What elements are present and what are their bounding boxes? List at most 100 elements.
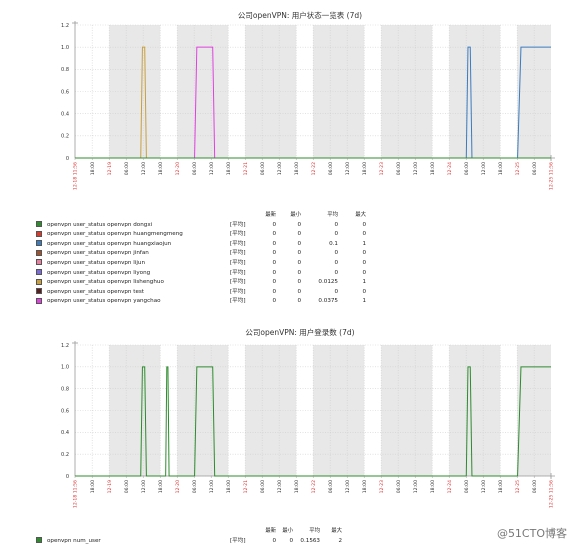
legend-avg: 0 bbox=[334, 259, 338, 266]
x-tick-label: 12:00 bbox=[277, 162, 283, 175]
legend-min: 0 bbox=[297, 250, 301, 257]
legend-row: openvpn user_status openvpn lijun [平均] 0 0 0… bbox=[36, 259, 366, 269]
legend-max: 1 bbox=[362, 240, 366, 247]
legend-avg: 0.1563 bbox=[300, 537, 320, 544]
plot-area: 0 0.2 0.4 0.6 0.8 1.0 1.2 12-18 11:56 18:00 12-19… bbox=[61, 341, 555, 508]
legend-series-name: openvpn user_status openvpn lijun bbox=[47, 259, 146, 266]
x-tick-label: 06:00 bbox=[532, 162, 538, 175]
x-tick-label: 12:00 bbox=[345, 162, 351, 175]
legend-row: openvpn user_status openvpn jinfan [平均] 0 0… bbox=[36, 249, 366, 259]
x-tick-label: 12-24 bbox=[447, 480, 453, 493]
legend-row: openvpn user_status openvpn test [平均] 0 0 0 0 bbox=[36, 288, 366, 298]
x-tick-label: 06:00 bbox=[192, 162, 198, 175]
x-tick-label: 12:00 bbox=[481, 162, 487, 175]
x-tick-label: 18:00 bbox=[294, 480, 300, 493]
legend-avg: 0.1 bbox=[329, 240, 338, 247]
y-tick-label: 0.2 bbox=[61, 134, 69, 140]
legend-swatch bbox=[36, 278, 42, 285]
legend-swatch bbox=[36, 221, 42, 228]
legend-avg: 0.0125 bbox=[318, 279, 338, 286]
legend-series-name: openvpn user_status openvpn lishenghuo bbox=[47, 279, 164, 286]
x-tick-label: 12-23 bbox=[379, 162, 385, 175]
legend-min: 0 bbox=[297, 288, 301, 295]
x-tick-label: 06:00 bbox=[124, 162, 130, 175]
x-tick-label: 12:00 bbox=[345, 480, 351, 493]
x-tick-label: 06:00 bbox=[260, 162, 266, 175]
x-tick-label: 06:00 bbox=[260, 480, 266, 493]
y-tick-label: 0.4 bbox=[61, 430, 69, 436]
legend-series-name: openvpn user_status openvpn dongxi bbox=[47, 221, 153, 228]
legend-header-avg: 平均 bbox=[309, 528, 320, 534]
legend-row: openvpn user_status openvpn lishenghuo [平… bbox=[36, 278, 366, 288]
legend-row: openvpn user_status openvpn yangchao [平均]… bbox=[36, 297, 366, 307]
y-tick-label: 0 bbox=[66, 156, 69, 162]
legend-last: 0 bbox=[272, 221, 276, 228]
x-tick-label: 18:00 bbox=[294, 162, 300, 175]
legend: 最新 最小 平均 最大 openvpn user_status openvpn … bbox=[36, 211, 366, 307]
y-tick-label: 0 bbox=[66, 474, 69, 480]
x-tick-label: 12-23 bbox=[379, 480, 385, 493]
x-tick-label: 18:00 bbox=[226, 162, 232, 175]
legend-last: 0 bbox=[272, 240, 276, 247]
x-tick-label: 18:00 bbox=[158, 480, 164, 493]
legend-function: [平均] bbox=[230, 221, 246, 228]
x-tick-label: 12-25 11:56 bbox=[549, 480, 555, 508]
legend-max: 1 bbox=[362, 279, 366, 286]
legend-last: 0 bbox=[272, 269, 276, 276]
legend-function: [平均] bbox=[230, 250, 246, 257]
legend-min: 0 bbox=[297, 231, 301, 238]
y-tick-label: 1.0 bbox=[61, 45, 69, 51]
legend-avg: 0 bbox=[334, 221, 338, 228]
legend-last: 0 bbox=[272, 537, 276, 544]
legend-last: 0 bbox=[272, 250, 276, 257]
x-tick-label: 12-19 bbox=[107, 480, 113, 493]
legend-last: 0 bbox=[272, 231, 276, 238]
user-login-count-chart: 公司openVPN: 用户登录数 (7d) 0 0.2 0.4 0.6 0.8 1.0 1.… bbox=[61, 327, 555, 508]
legend-header-min: 最小 bbox=[290, 212, 301, 218]
x-tick-label: 06:00 bbox=[532, 480, 538, 493]
x-tick-label: 12-25 bbox=[515, 162, 521, 175]
x-tick-label: 12-19 bbox=[107, 162, 113, 175]
legend-swatch bbox=[36, 269, 42, 276]
legend-series-name: openvpn user_status openvpn test bbox=[47, 288, 144, 295]
legend-row: openvpn user_status openvpn huangxiaojun… bbox=[36, 240, 366, 250]
legend-header-avg: 平均 bbox=[327, 212, 338, 218]
legend-min: 0 bbox=[297, 269, 301, 276]
legend-max: 0 bbox=[362, 250, 366, 257]
night-band bbox=[381, 345, 433, 476]
legend-last: 0 bbox=[272, 259, 276, 266]
legend-header-last: 最新 bbox=[265, 212, 276, 218]
x-tick-label: 12:00 bbox=[209, 162, 215, 175]
x-tick-label: 18:00 bbox=[498, 162, 504, 175]
x-tick-label: 12-18 11:56 bbox=[73, 480, 79, 508]
user-status-chart: 公司openVPN: 用户状态一览表 (7d) 0 0.2 0.4 0.6 0.8 1.0… bbox=[61, 10, 555, 190]
legend-swatch bbox=[36, 297, 42, 304]
y-tick-label: 0.4 bbox=[61, 111, 69, 117]
x-tick-label: 18:00 bbox=[362, 162, 368, 175]
legend-swatch bbox=[36, 240, 42, 247]
legend-avg: 0 bbox=[334, 250, 338, 257]
legend-max: 1 bbox=[362, 298, 366, 305]
legend-row: openvpn num_user [平均] 0 0 0.1563 2 bbox=[36, 537, 342, 547]
y-tick-label: 0.8 bbox=[61, 386, 69, 392]
legend-avg: 0 bbox=[334, 288, 338, 295]
y-tick-label: 0.2 bbox=[61, 452, 69, 458]
x-tick-label: 12:00 bbox=[481, 480, 487, 493]
legend-series-name: openvpn user_status openvpn huangxiaojun bbox=[47, 240, 172, 247]
x-tick-label: 06:00 bbox=[192, 480, 198, 493]
legend-swatch bbox=[36, 259, 42, 266]
legend-max: 0 bbox=[362, 231, 366, 238]
legend-swatch bbox=[36, 230, 42, 237]
x-tick-label: 12-21 bbox=[243, 162, 249, 175]
series-line bbox=[75, 46, 551, 159]
x-tick-label: 18:00 bbox=[362, 480, 368, 493]
x-tick-label: 12:00 bbox=[141, 480, 147, 493]
legend-function: [平均] bbox=[230, 240, 246, 247]
legend-series-name: openvpn user_status openvpn yangchao bbox=[47, 298, 161, 305]
legend-header-last: 最新 bbox=[265, 528, 276, 534]
x-tick-label: 12-24 bbox=[447, 162, 453, 175]
chart-title: 公司openVPN: 用户状态一览表 (7d) bbox=[238, 10, 362, 20]
legend-last: 0 bbox=[272, 279, 276, 286]
series-line bbox=[75, 366, 551, 477]
legend-min: 0 bbox=[297, 221, 301, 228]
